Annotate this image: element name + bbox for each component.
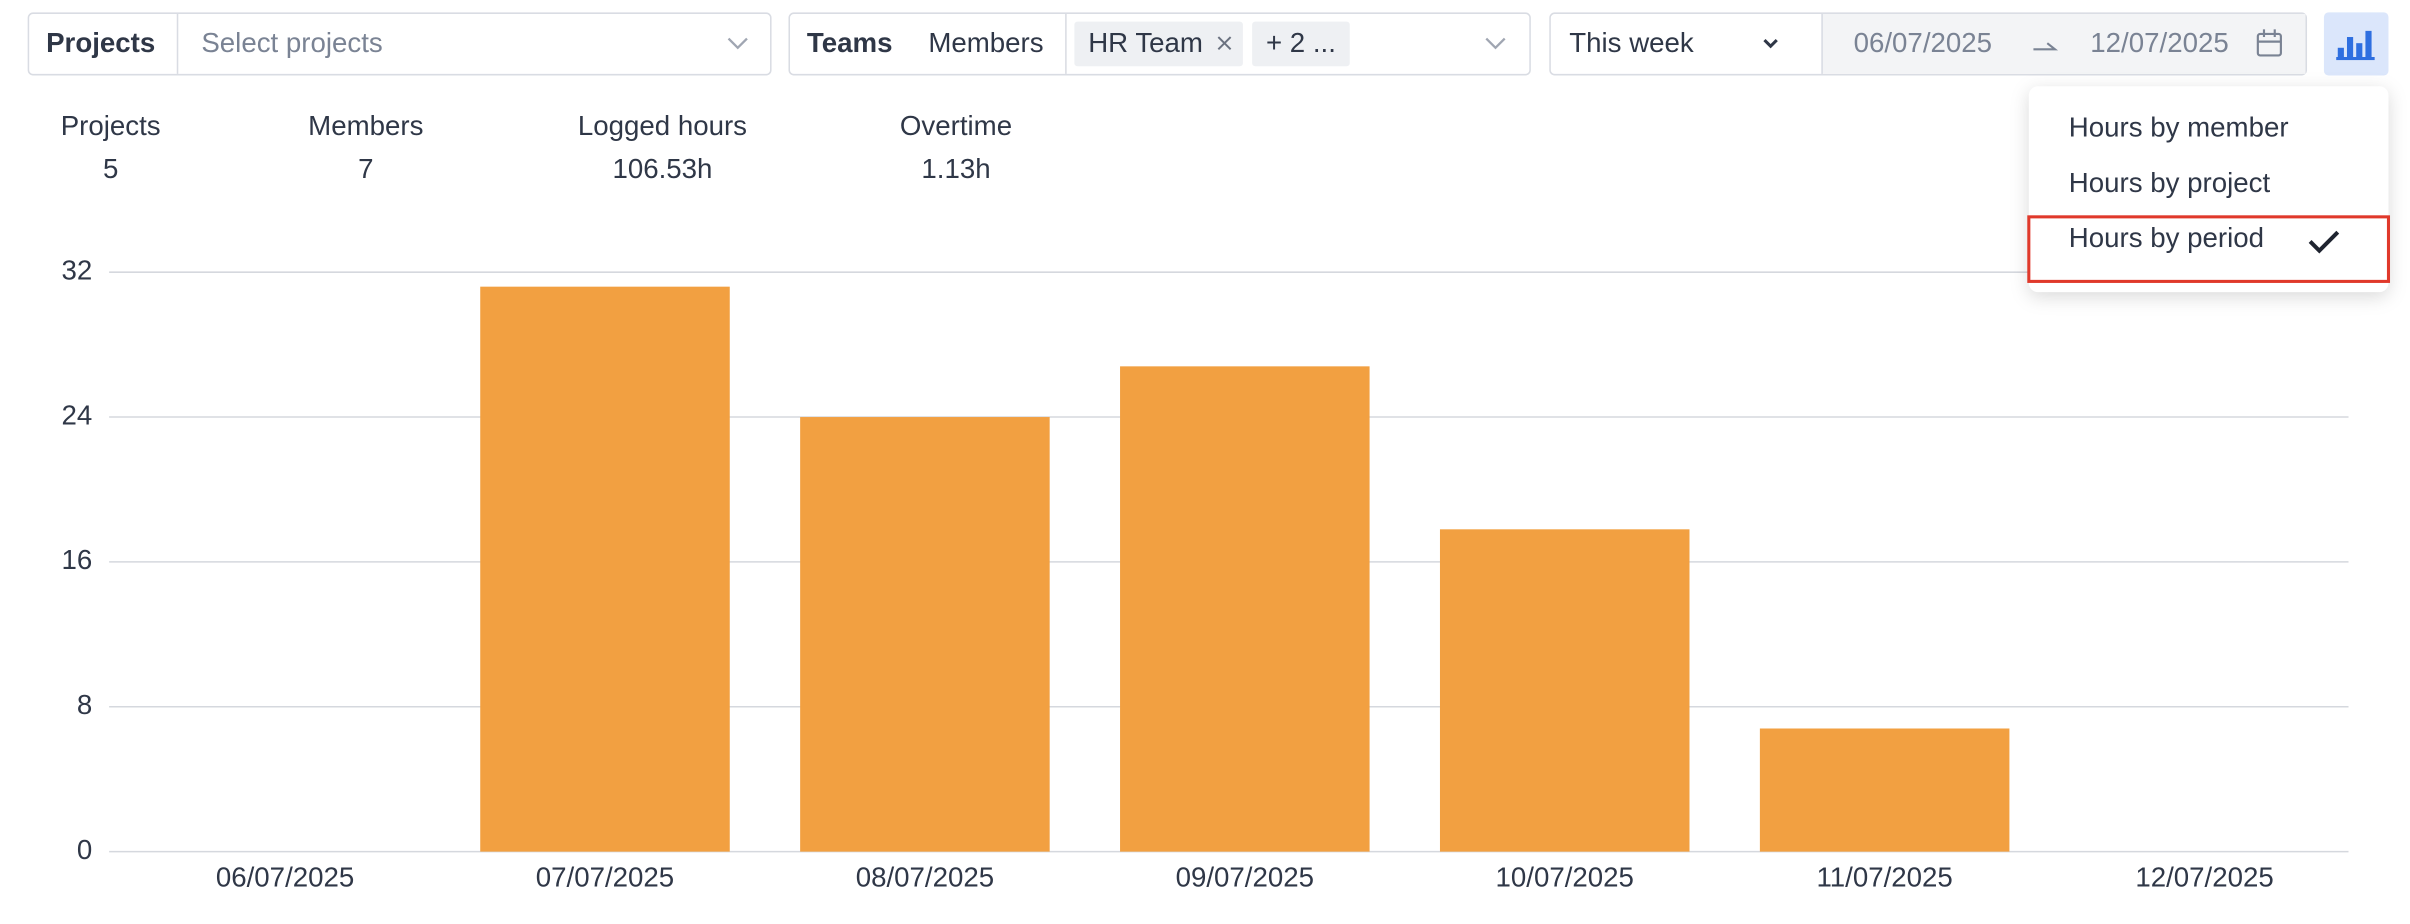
x-tick-label: 08/07/2025 [856,862,994,893]
chevron[interactable] [1485,37,1506,50]
date-filter[interactable]: This week 06/07/2025 12/07/2025 [1549,12,2308,76]
stat-value: 106.53h [612,153,712,184]
tag-label[interactable]: HR Team [1088,27,1203,58]
teams-tab[interactable]: Teams [807,27,893,58]
date-end[interactable]: 12/07/2025 [2090,27,2228,58]
menu-item[interactable]: Hours by project [2069,167,2271,198]
x-tick-label: 10/07/2025 [1496,862,1634,893]
stat-value: 5 [103,153,118,184]
chart-icon [2336,30,2375,61]
bar [480,286,730,852]
range-arrow [2033,42,2059,51]
x-tick-label: 06/07/2025 [216,862,354,893]
members-tab[interactable]: Members [928,27,1043,58]
date-start[interactable]: 06/07/2025 [1854,27,1992,58]
bar [1120,366,1370,852]
tag-label[interactable]: + 2 ... [1266,27,1336,58]
tag[interactable] [1252,21,1350,67]
stat-label: Members [308,110,423,141]
x-tick-label: 07/07/2025 [536,862,674,893]
projects-box[interactable] [27,12,772,76]
projects-filter[interactable]: Projects Select projects [27,12,772,76]
stat-label: Overtime [900,110,1012,141]
x-tick-label: 09/07/2025 [1176,862,1314,893]
check-icon [2308,230,2340,254]
menu-item[interactable]: Hours by member [2069,112,2289,143]
bar [800,417,1050,852]
calendar-icon[interactable] [2256,29,2282,57]
y-tick-label: 32 [61,254,92,285]
tag-remove[interactable] [1217,36,1232,51]
menu-item[interactable]: Hours by period [2069,222,2264,253]
projects-placeholder[interactable]: Select projects [201,27,382,58]
period-select[interactable]: This week [1569,27,1694,58]
projects-label: Projects [46,27,155,58]
y-tick-label: 0 [77,834,92,865]
stat-value: 1.13h [921,153,990,184]
dropdown-menu [2028,86,2389,293]
stat-label: Logged hours [578,110,747,141]
y-tick-label: 8 [77,689,92,720]
stat-label: Projects [61,110,161,141]
y-tick-label: 24 [61,399,92,430]
chart-toggle-button[interactable] [2323,12,2389,76]
date-range-bg [1821,13,2306,74]
chevron[interactable] [727,37,748,50]
x-tick-label: 11/07/2025 [1816,862,1952,893]
stat-value: 7 [358,153,373,184]
chevron[interactable] [1763,39,1778,49]
bar [1759,728,2010,852]
bar [1439,529,1690,852]
x-tick-label: 12/07/2025 [2135,862,2273,893]
tag[interactable] [1074,21,1243,67]
teams-filter[interactable]: Teams Members HR Team + 2 ... [788,12,1531,76]
y-tick-label: 16 [61,544,92,575]
selection-highlight [2027,215,2391,283]
